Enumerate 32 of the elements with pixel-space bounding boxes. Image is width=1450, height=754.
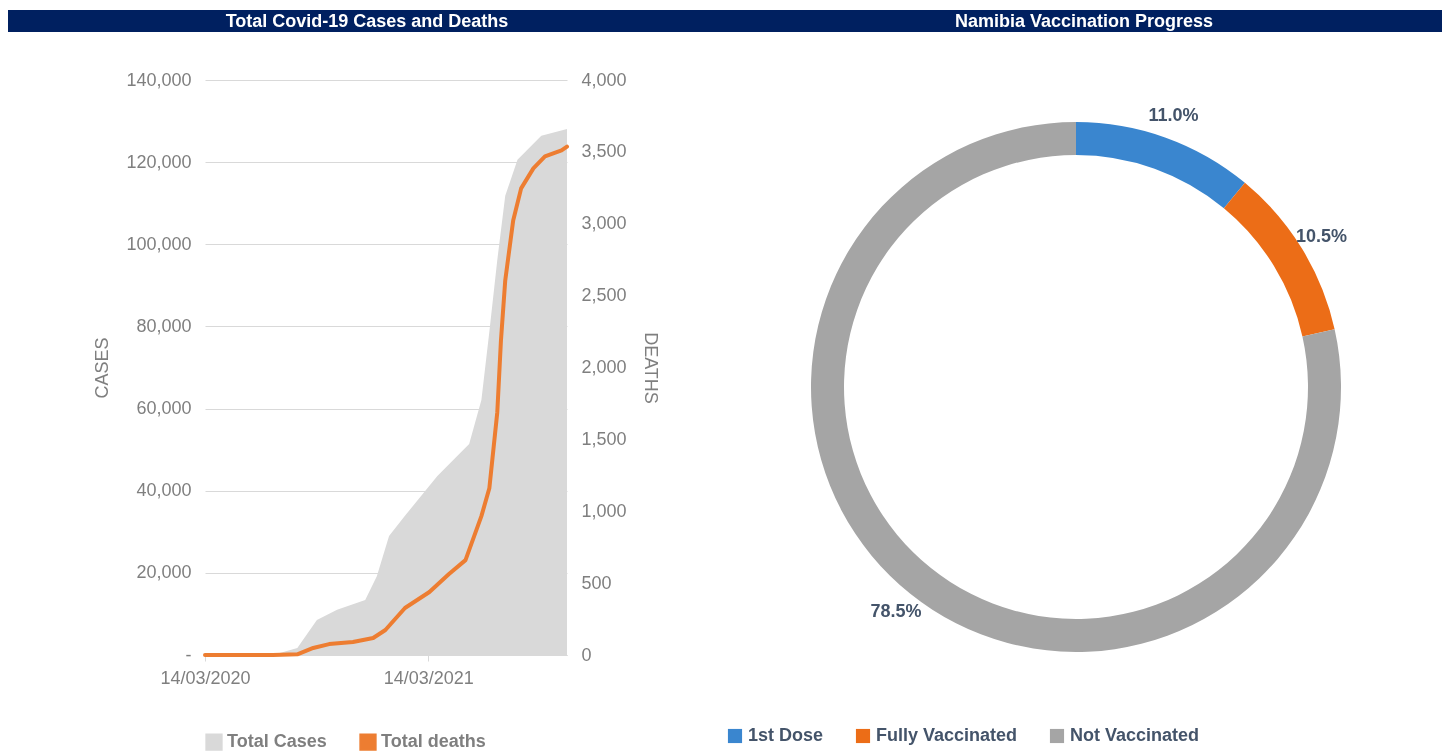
legend-label: Total Cases <box>227 731 327 752</box>
data-label: 78.5% <box>870 600 922 621</box>
y-tick-label: 140,000 <box>126 69 192 90</box>
y2-tick-label: 2,000 <box>581 357 627 377</box>
y2-tick-label: 4,000 <box>581 69 627 90</box>
legend-label: 1st Dose <box>748 725 824 745</box>
legend-label: Total deaths <box>381 731 486 752</box>
data-label: 10.5% <box>1296 225 1348 246</box>
chart-title: Namibia Vaccination Progress <box>726 10 1442 32</box>
y-tick-label: 40,000 <box>136 480 192 501</box>
y-tick-label: 120,000 <box>126 151 192 172</box>
y-tick-label: 100,000 <box>126 233 192 254</box>
y-tick-label: - <box>185 644 192 665</box>
legend-label: Not Vaccinated <box>1070 725 1200 745</box>
y-tick-label: 80,000 <box>136 315 192 336</box>
y2-axis-title: DEATHS <box>640 332 661 404</box>
y-axis-title: CASES <box>92 337 113 399</box>
y2-tick-label: 1,000 <box>581 500 627 521</box>
y2-tick-label: 1,500 <box>581 428 627 449</box>
y2-tick-label: 3,000 <box>581 213 627 234</box>
y2-tick-label: 2,500 <box>581 285 627 306</box>
x-tick-label: 14/03/2021 <box>383 667 474 688</box>
data-label: 11.0% <box>1148 105 1199 126</box>
x-tick-label: 14/03/2020 <box>160 667 251 688</box>
y-tick-label: 20,000 <box>136 562 192 583</box>
y2-tick-label: 500 <box>581 572 612 593</box>
legend-label: Fully Vaccinated <box>876 725 1018 745</box>
y2-tick-label: 0 <box>581 644 592 665</box>
chart-title: Total Covid-19 Cases and Deaths <box>8 10 726 32</box>
donut-slice <box>1076 122 1245 209</box>
y-tick-label: 60,000 <box>136 398 192 419</box>
y2-tick-label: 3,500 <box>581 141 627 162</box>
